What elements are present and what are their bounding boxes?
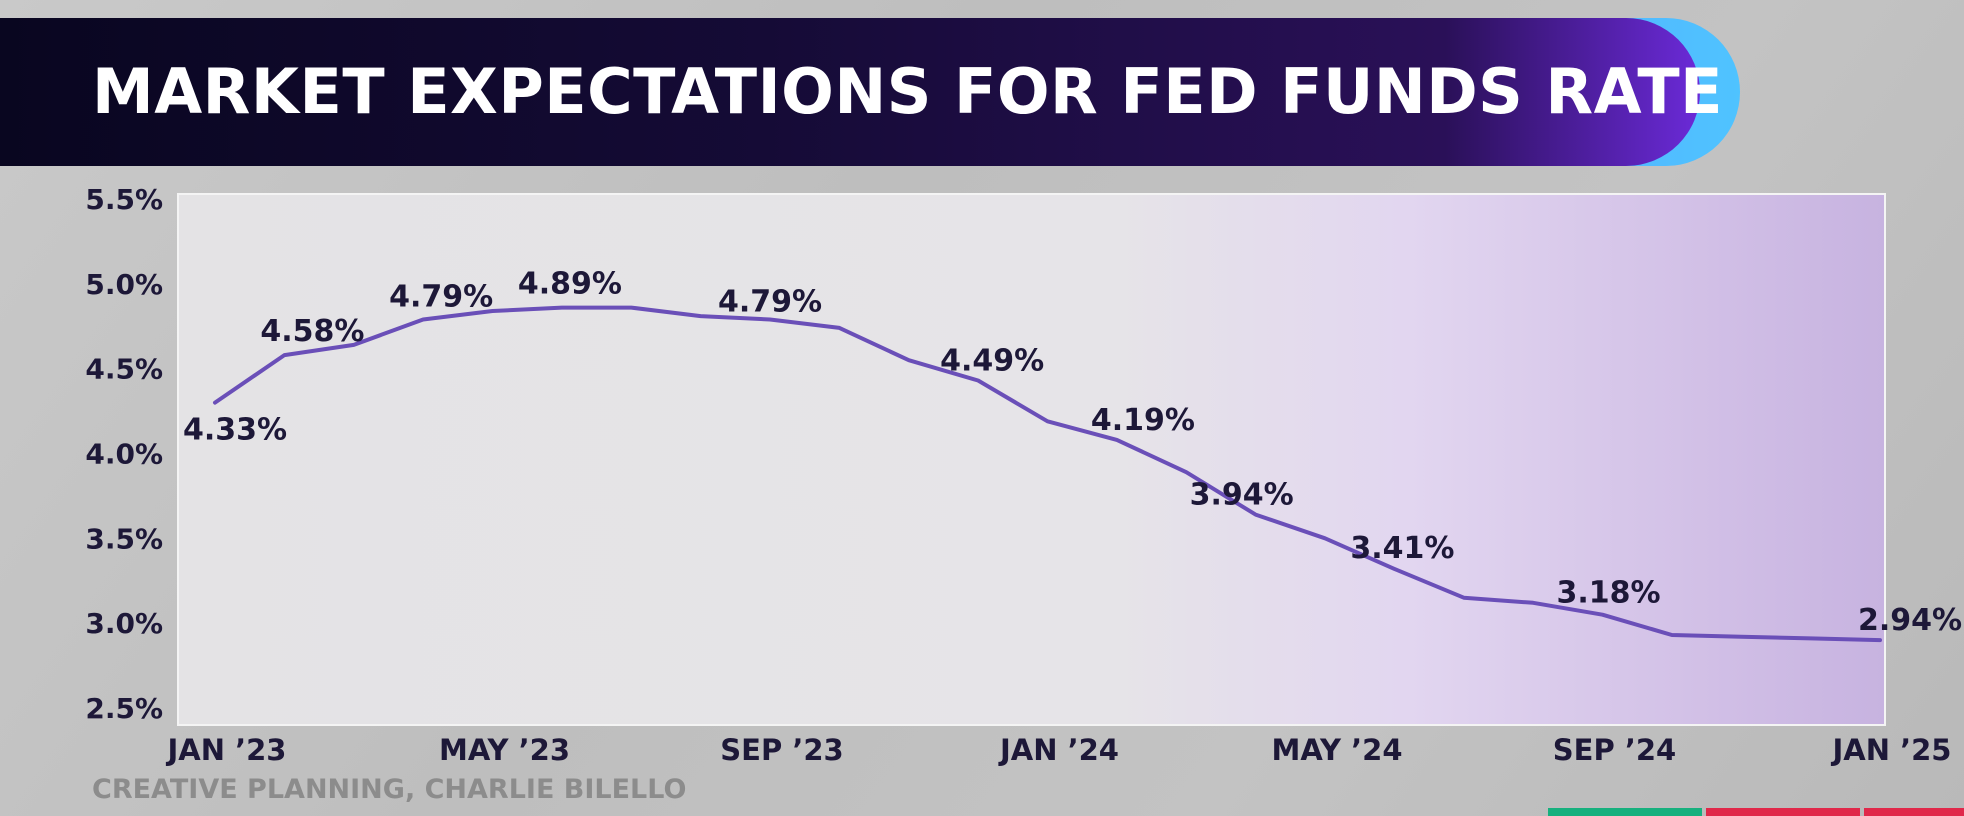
y-tick-label: 5.5%	[85, 183, 163, 216]
series-line	[213, 305, 1882, 643]
x-tick-label: MAY ’24	[1272, 733, 1403, 767]
y-tick-label: 4.5%	[85, 353, 163, 386]
chart-title: MARKET EXPECTATIONS FOR FED FUNDS RATE	[92, 55, 1723, 128]
data-label: 3.41%	[1350, 531, 1454, 566]
x-tick-label: MAY ’23	[439, 733, 570, 767]
stripe-red-1	[1706, 808, 1860, 816]
stripe-red-2	[1864, 808, 1964, 816]
source-credit: CREATIVE PLANNING, CHARLIE BILELLO	[92, 774, 687, 805]
title-banner: MARKET EXPECTATIONS FOR FED FUNDS RATE	[0, 18, 1740, 166]
x-tick-label: JAN ’24	[998, 733, 1119, 767]
plot-area	[177, 193, 1886, 726]
y-tick-label: 4.0%	[85, 438, 163, 471]
data-label: 4.79%	[718, 284, 822, 319]
x-tick-label: JAN ’25	[1831, 733, 1952, 767]
x-tick-label: SEP ’24	[1553, 733, 1676, 767]
data-label: 4.58%	[260, 314, 364, 349]
data-label: 4.49%	[940, 344, 1044, 379]
data-label: 4.19%	[1091, 403, 1195, 438]
y-tick-label: 5.0%	[85, 268, 163, 301]
data-label: 4.79%	[389, 279, 493, 314]
y-tick-label: 2.5%	[85, 692, 163, 725]
data-label: 3.94%	[1190, 478, 1294, 513]
data-label: 4.89%	[518, 267, 622, 302]
x-tick-label: SEP ’23	[720, 733, 843, 767]
data-label: 2.94%	[1858, 603, 1962, 638]
title-banner-inner	[0, 18, 1700, 166]
y-tick-label: 3.0%	[85, 607, 163, 640]
data-label: 3.18%	[1556, 576, 1660, 611]
stripe-green	[1548, 808, 1702, 816]
y-tick-label: 3.5%	[85, 522, 163, 555]
x-tick-label: JAN ’23	[166, 733, 287, 767]
data-label: 4.33%	[183, 413, 287, 448]
